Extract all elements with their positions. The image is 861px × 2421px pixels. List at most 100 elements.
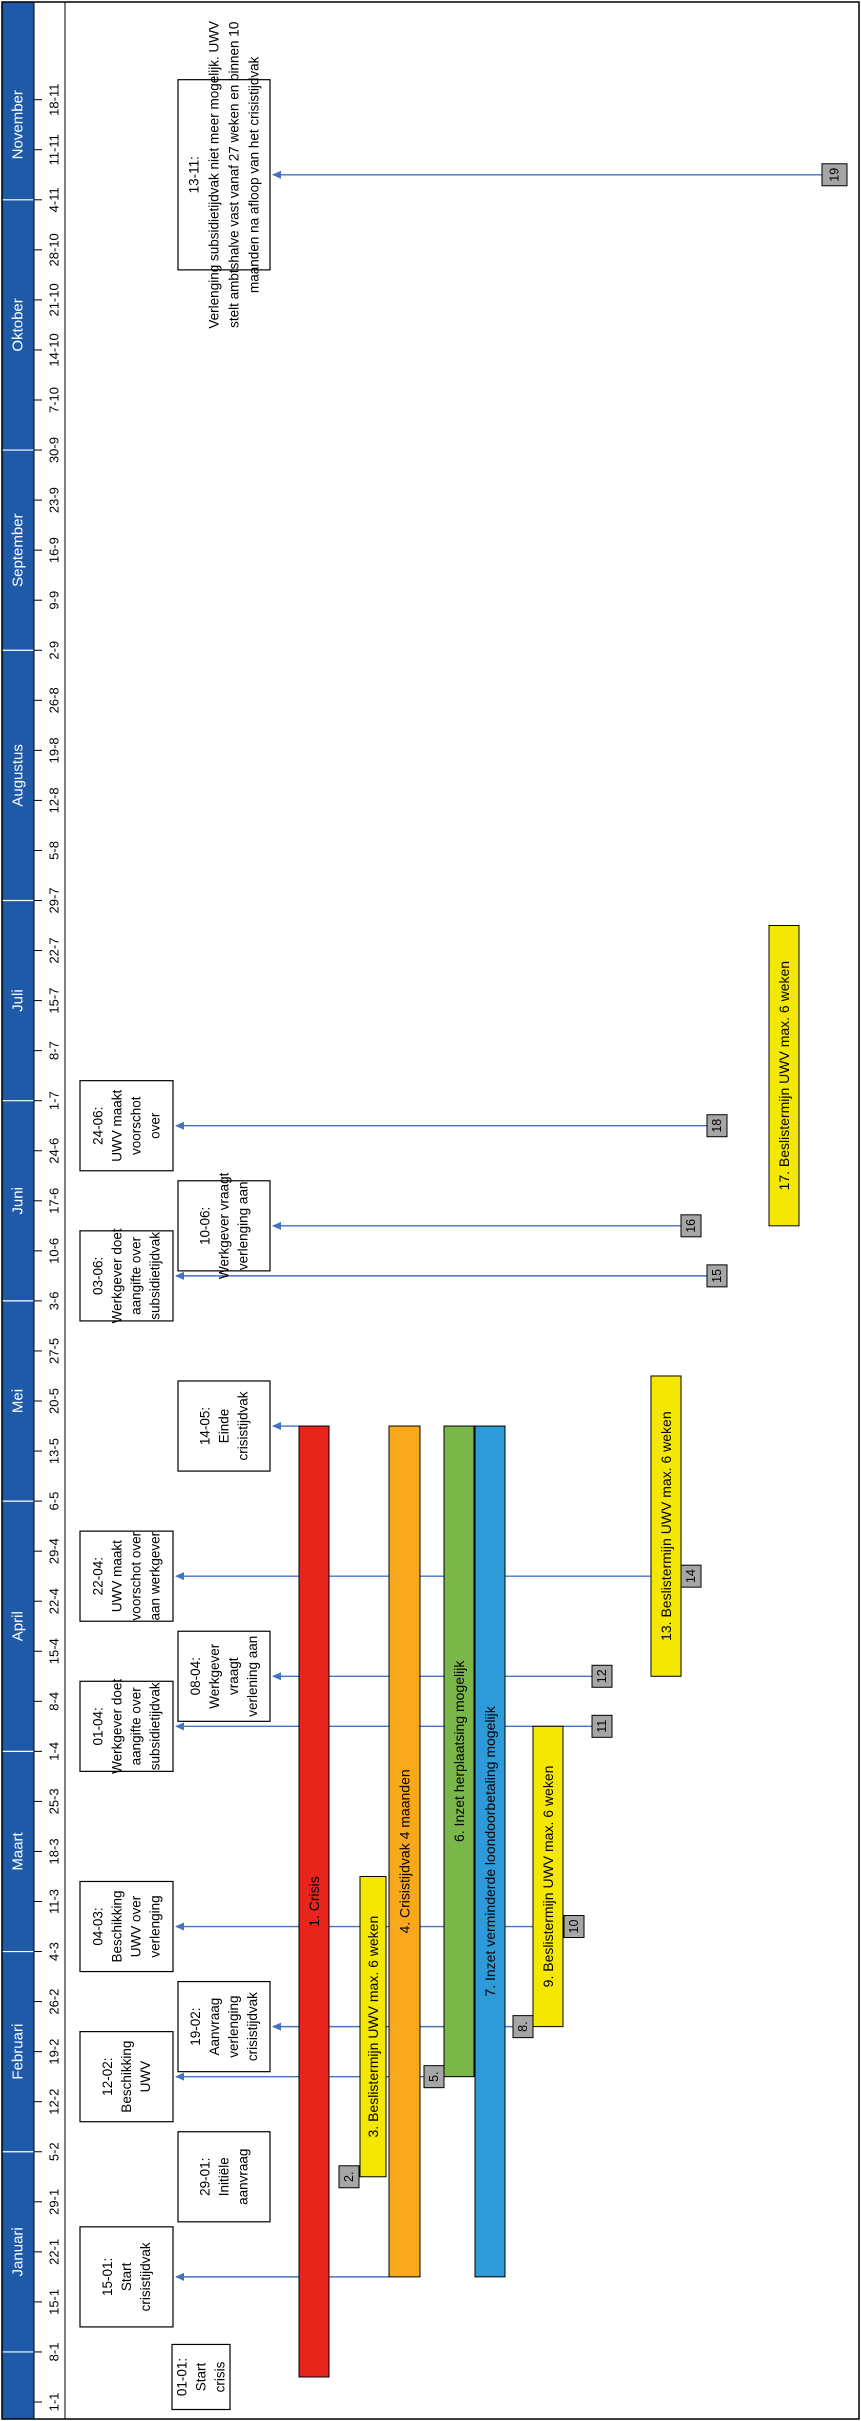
step-marker: 19	[821, 163, 848, 187]
month-label: Januari	[10, 2227, 27, 2276]
event-text: verlenging	[226, 1995, 241, 2057]
duration-bar-label: 9. Beslistermijn UWV max. 6 weken	[540, 1766, 556, 1988]
week-label: 28-10	[47, 233, 62, 266]
event-text: 24-06:	[91, 1107, 106, 1145]
event-text: 29-01:	[198, 2158, 213, 2196]
week-label: 17-6	[47, 1188, 62, 1214]
step-marker: 8.	[512, 2015, 534, 2039]
month-label: Oktober	[10, 298, 27, 351]
step-marker-label: 12	[595, 1669, 609, 1683]
duration-bar-label: 7. Inzet verminderde loondoorbetaling mo…	[482, 1705, 498, 1996]
step-marker: 12	[591, 1664, 613, 1688]
duration-bar: 4. Crisistijdvak 4 maanden	[388, 1425, 421, 2278]
event-box: 15-01: Start crisistijdvak	[79, 2226, 174, 2328]
step-marker-label: 15	[710, 1269, 724, 1283]
event-text: 14-05:	[198, 1407, 213, 1445]
event-text: crisistijdvak	[236, 1391, 251, 1460]
week-label: 29-1	[47, 2189, 62, 2215]
event-text: 19-02:	[188, 2007, 203, 2045]
step-marker-box	[512, 2015, 534, 2039]
week-label: 14-10	[47, 333, 62, 366]
event-text: Start	[194, 2362, 209, 2391]
week-label: 24-6	[47, 1138, 62, 1164]
month-label: Augustus	[10, 744, 27, 807]
month-label: Juni	[10, 1187, 27, 1215]
week-label: 12-8	[47, 787, 62, 813]
duration-bar-fill	[474, 1425, 506, 2278]
event-box-frame	[177, 1980, 271, 2073]
event-text: Initiële	[217, 2157, 232, 2196]
month-band-bg	[2, 2, 34, 2419]
event-text: 22-04:	[91, 1557, 106, 1595]
week-label: 4-3	[47, 1942, 62, 1961]
duration-bar-fill	[298, 1425, 330, 2378]
event-text: vraagt	[226, 1657, 241, 1695]
step-marker-label: 14	[684, 1569, 698, 1583]
week-label: 8-7	[47, 1041, 62, 1060]
step-marker-box	[338, 2165, 360, 2189]
event-text: Einde	[217, 1409, 232, 1444]
step-marker-box	[706, 1264, 728, 1288]
week-label: 7-10	[47, 387, 62, 413]
event-box-frame	[79, 1880, 174, 1973]
step-marker-label: 11	[595, 1720, 609, 1733]
event-text: UWV over	[129, 1895, 144, 1957]
duration-bars: 1. Crisis 3. Beslistermijn UWV max. 6 wek…	[298, 925, 800, 2378]
event-box-frame	[79, 1230, 174, 1322]
step-marker-label: 19	[828, 168, 842, 182]
week-label: 21-10	[47, 283, 62, 316]
step-marker-box	[423, 2065, 445, 2089]
week-label: 19-2	[47, 2039, 62, 2065]
duration-bar: 6. Inzet herplaatsing mogelijk	[443, 1425, 475, 2078]
event-text: Beschikking	[119, 2041, 134, 2113]
event-text: aangifte over	[129, 1236, 144, 1315]
event-text: UWV maakt	[110, 1089, 125, 1161]
event-text: verlening aan	[245, 1636, 260, 1717]
month-label: November	[10, 90, 27, 159]
week-label: 5-2	[47, 2142, 62, 2161]
event-text: stelt ambtshalve vast vanaf 27 weken en …	[227, 22, 242, 328]
event-text: crisis	[213, 2361, 228, 2392]
event-text: subsidietijdvak	[148, 1232, 163, 1320]
week-label: 16-9	[47, 537, 62, 563]
week-label: 18-3	[47, 1838, 62, 1864]
event-text: Werkgever doet	[110, 1228, 125, 1323]
event-box-frame	[177, 79, 271, 271]
event-text: Werkgever doet	[110, 1679, 125, 1774]
month-label: Mei	[10, 1389, 27, 1413]
event-text: 13-11:	[187, 156, 202, 193]
duration-bar-fill	[388, 1425, 421, 2278]
step-marker-label: 5.	[427, 2071, 441, 2081]
event-text: UWV	[138, 2061, 153, 2093]
week-label: 27-5	[47, 1338, 62, 1364]
month-label: Februari	[10, 2024, 27, 2080]
event-box: 04-03: Beschikking UWV over verlenging	[79, 1880, 174, 1973]
duration-bar-label: 3. Beslistermijn UWV max. 6 weken	[365, 1916, 381, 2138]
week-label: 8-4	[47, 1692, 62, 1711]
event-text: 04-03:	[91, 1907, 106, 1945]
step-marker-box	[591, 1714, 613, 1738]
week-axis-bg	[33, 1, 66, 2420]
week-label: 25-3	[47, 1788, 62, 1814]
event-box: 12-02: Beschikking UWV	[79, 2031, 174, 2123]
week-label: 19-8	[47, 737, 62, 763]
week-label: 1-1	[47, 2393, 62, 2412]
event-box-frame	[79, 1530, 174, 1622]
event-box: 22-04: UWV maakt voorschot over aan werkgev…	[79, 1530, 174, 1622]
event-text: maanden na afloop van het crisistijdvak	[247, 56, 262, 293]
week-label: 20-5	[47, 1388, 62, 1414]
step-marker: 10	[563, 1915, 585, 1939]
week-label: 1-4	[47, 1742, 62, 1761]
week-label: 22-1	[47, 2239, 62, 2265]
duration-bar: 17. Beslistermijn UWV max. 6 weken	[768, 925, 800, 1227]
event-box-frame	[171, 2343, 231, 2411]
event-box-frame	[177, 2131, 271, 2223]
event-text: Werkgever vraagt	[217, 1172, 232, 1279]
event-box-frame	[177, 1180, 271, 1272]
step-marker: 5.	[423, 2065, 445, 2089]
event-text: 01-01:	[175, 2358, 190, 2396]
step-marker-box	[680, 1564, 702, 1588]
duration-bar: 3. Beslistermijn UWV max. 6 weken	[359, 1875, 387, 2178]
event-box-frame	[79, 1080, 174, 1172]
